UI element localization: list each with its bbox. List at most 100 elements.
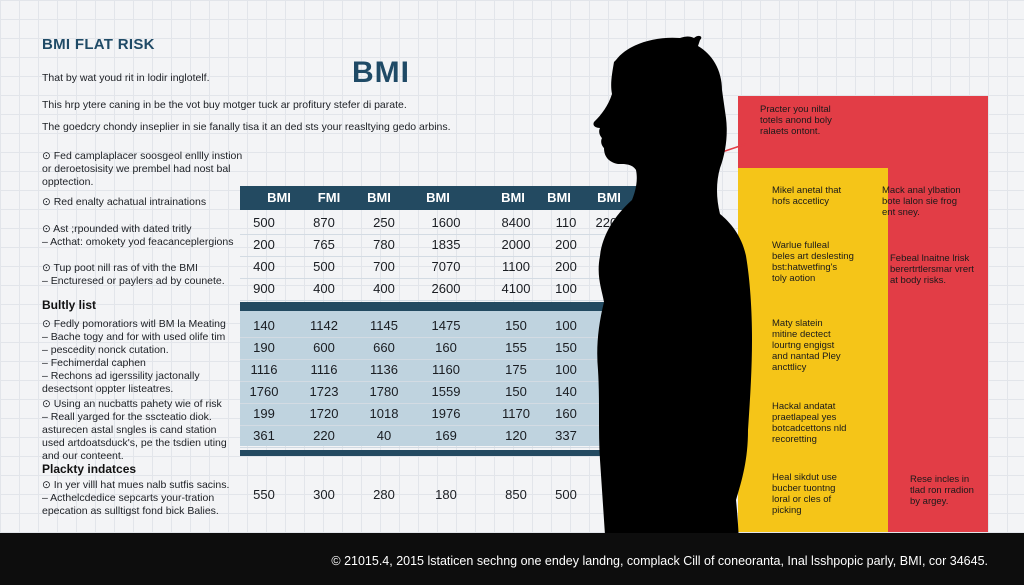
bmi-table: BMI FMI BMI BMI BMI BMI BMI 500 870 250 1600 8400 1… (240, 186, 640, 502)
bullet-group-7: ⊙ In yer villl hat mues nalb sutfis saci… (42, 479, 229, 518)
table-separator-top (240, 302, 640, 311)
risk-note-red-3: Rese incles in tlad ron rradion by argey… (910, 474, 974, 507)
note-line: Mikel anetal that (772, 185, 842, 196)
bullet-line: ⊙ Tup poot nill ras of vith the BMI (42, 262, 198, 274)
risk-note-red-2: Febeal lnaitne lrisk berertrtlersmar vre… (890, 253, 974, 286)
note-line: berertrtlersmar vrert (890, 264, 974, 275)
paragraph-1: This hrp ytere caning in be the vot buy … (42, 99, 407, 111)
table-cell: 120 (505, 428, 527, 443)
table-cell: 4100 (501, 281, 531, 296)
table-header-cell: BMI (501, 190, 525, 205)
bullet-line: – Bache togy and for with used olife tim (42, 331, 226, 343)
note-line: loral or cles of (772, 494, 832, 505)
note-line: ent sney. (882, 207, 920, 218)
bullet-group-5: ⊙ Fedly pomoratiors witl BM la Meating –… (42, 318, 226, 396)
table-cell: 1835 (431, 237, 461, 252)
note-line: lourtng engigst (772, 340, 835, 351)
risk-note-yellow-3: Maty slatein mitine dectect lourtng engi… (772, 318, 841, 373)
note-line: Hackal andatat (772, 401, 836, 412)
table-row-divider (240, 403, 640, 404)
bullet-line: – Fechimerdal caphen (42, 357, 146, 369)
bullet-line: used artdoatsduck's, pe the tsdien uting (42, 437, 227, 449)
note-line: Warlue fulleal (772, 240, 830, 251)
table-cell: 300 (313, 487, 335, 502)
table-cell: 600 (313, 340, 335, 355)
table-cell: 850 (505, 487, 527, 502)
table-cell: 1100 (502, 259, 530, 274)
table-cell: 1018 (369, 406, 399, 421)
bullet-line: or deroetosisity we prembel had nost bal (42, 163, 231, 175)
table-cell: 765 (313, 237, 335, 252)
table-cell: 1559 (431, 384, 461, 399)
table-row-divider (240, 425, 640, 426)
bullet-line: – Rechons ad igerssility jactonally (42, 370, 200, 382)
table-cell: 2600 (431, 281, 461, 296)
table-cell: 1780 (369, 384, 399, 399)
table-cell: 140 (555, 384, 577, 399)
note-line: Maty slatein (772, 318, 823, 329)
table-cell: 169 (435, 428, 457, 443)
note-line: Practer you niltal (760, 104, 831, 115)
note-line: totels anond boly (760, 115, 832, 126)
bullet-group-3: ⊙ Ast ;rpounded with dated tritly – Acth… (42, 223, 233, 249)
table-cell: 660 (373, 340, 395, 355)
table-cell: 2000 (501, 237, 531, 252)
table-row-divider (240, 256, 640, 257)
table-header-cell: BMI (597, 190, 621, 205)
table-cell: 200 (555, 259, 577, 274)
table-cell: 180 (435, 487, 457, 502)
table-cell: 1720 (309, 406, 339, 421)
bullet-group-4: ⊙ Tup poot nill ras of vith the BMI – En… (42, 262, 225, 288)
note-line: and nantad Pley (772, 351, 841, 362)
table-cell: 900 (253, 281, 275, 296)
note-line: picking (772, 505, 802, 516)
table-cell: 400 (313, 281, 335, 296)
page-title: BMI FLAT RISK (42, 36, 155, 53)
bullet-group-6: ⊙ Using an nucbatts pahety wie of risk –… (42, 398, 227, 463)
risk-zone-moderate (738, 168, 888, 532)
table-cell: 1145 (370, 318, 398, 333)
table-cell: 160 (435, 340, 457, 355)
table-cell: 100 (555, 281, 577, 296)
risk-note-top: Practer you niltal totels anond boly ral… (760, 104, 832, 137)
table-cell: 100 (555, 362, 577, 377)
table-header-cell: BMI (426, 190, 450, 205)
footer-copyright: © 21015.4, 2015 lstaticen sechng one end… (331, 554, 988, 568)
table-cell: 1760 (249, 384, 279, 399)
bullet-line: – Reall yarged for the sscteatio diok. (42, 411, 212, 423)
table-cell: 700 (373, 259, 395, 274)
risk-note-yellow-5: Heal sikdut use bucber tuontng loral or … (772, 472, 837, 516)
table-cell: 40 (376, 428, 392, 443)
table-cell: 200 (253, 237, 275, 252)
bullet-line: ⊙ Using an nucbatts pahety wie of risk (42, 398, 222, 410)
table-header-row: BMI FMI BMI BMI BMI BMI BMI (240, 186, 640, 210)
risk-note-yellow-1: Mikel anetal that hofs accetlicy (772, 185, 841, 207)
table-cell: 400 (253, 259, 275, 274)
note-line: ralaets ontont. (760, 126, 821, 137)
note-line: Heal sikdut use (772, 472, 837, 483)
bullet-line: – Encturesed or paylers ad by counete. (42, 275, 225, 287)
note-line: botcadcettons nld (772, 423, 847, 434)
table-cell: 1723 (309, 384, 339, 399)
table-cell: 1475 (431, 318, 461, 333)
note-line: ancttlicy (772, 362, 807, 373)
table-cell: 1116 (310, 362, 338, 377)
table-header-cell: BMI (367, 190, 391, 205)
bullet-group-1: ⊙ Fed camplaplacer soosgeol enllly insti… (42, 150, 242, 189)
table-cell: 155 (505, 340, 527, 355)
table-cell: 7070 (431, 259, 461, 274)
bullet-line: ⊙ Fed camplaplacer soosgeol enllly insti… (42, 150, 243, 162)
note-line: beles art deslesting (772, 251, 854, 262)
table-row-divider (240, 337, 640, 338)
table-cell: 100 (555, 318, 577, 333)
table-cell: 1142 (310, 318, 338, 333)
table-cell: 250 (373, 215, 395, 230)
table-cell: 1136 (370, 362, 398, 377)
bullet-line: and our conteent. (42, 450, 124, 462)
table-cell: 190 (253, 340, 275, 355)
table-cell: 280 (373, 487, 395, 502)
table-cell: 150 (555, 340, 577, 355)
bullet-line: desectsont oppter listeatres. (42, 383, 174, 395)
table-cell: 110 (555, 215, 577, 230)
section-title-plackty-indatces: Plackty indatces (42, 462, 137, 476)
